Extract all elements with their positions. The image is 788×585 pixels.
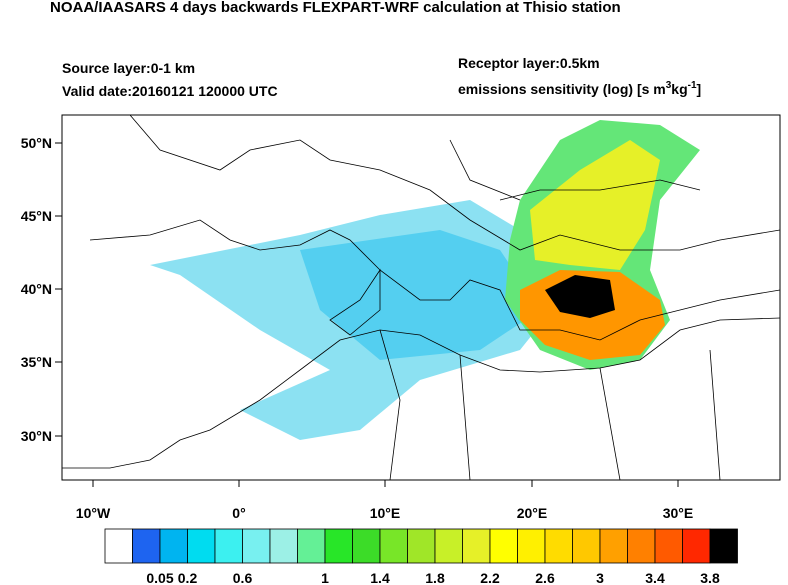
colorbar-label: 3.4 [645,570,665,585]
axes: 50°N 45°N 40°N 35°N 30°N 10°W 0° 10°E 20°E 30°E [21,135,694,521]
colorbar-swatch [242,528,271,564]
colorbar-swatch [434,528,463,564]
title: NOAA/IAASARS 4 days backwards FLEXPART-W… [50,0,621,16]
colorbar-label: 1.4 [370,570,390,585]
colorbar-swatch [709,528,738,564]
border [379,139,721,480]
map-frame [61,114,781,481]
lon-label: 10°E [370,505,401,521]
colorbar-swatch [682,528,711,564]
colorbar-swatch [462,528,491,564]
lat-label: 30°N [21,428,52,444]
coastline [62,317,780,469]
units-end: ] [697,81,702,97]
colorbar: 0.05 0.2 0.6 1 1.4 1.8 2.2 2.6 3 3.4 3.8 [104,528,738,585]
plume-high [530,140,660,270]
units: emissions sensitivity (log) [s m3kg-1] [458,80,701,97]
plume [62,115,780,480]
colorbar-swatch [654,528,683,564]
colorbar-swatch [187,528,216,564]
colorbar-swatch [627,528,656,564]
lon-label: 30°E [663,505,694,521]
map-area [61,114,781,481]
colorbar-swatch [517,528,546,564]
colorbar-swatch [544,528,573,564]
colorbar-label: 1.8 [425,570,445,585]
colorbar-label: 2.6 [535,570,555,585]
coastline [329,268,381,336]
lon-label: 0° [232,505,245,521]
colorbar-swatch [269,528,298,564]
units-text: emissions sensitivity (log) [s m [458,81,666,97]
colorbar-label: 2.2 [480,570,500,585]
colorbar-swatch [352,528,381,564]
coastline [129,115,780,251]
lat-label: 35°N [21,354,52,370]
units-sup: -1 [688,80,697,91]
lat-label: 40°N [21,281,52,297]
colorbar-label: 3 [596,570,604,585]
valid-date: Valid date:20160121 120000 UTC [62,83,278,99]
lat-label: 45°N [21,208,52,224]
colorbar-label: 0.05 [146,570,173,585]
colorbar-swatch [379,528,408,564]
colorbar-swatch [407,528,436,564]
plume-max [545,275,615,318]
colorbar-swatch [599,528,628,564]
colorbar-swatch [214,528,243,564]
colorbar-swatch [572,528,601,564]
colorbar-label: 1 [321,570,329,585]
receptor-layer: Receptor layer:0.5km [458,55,600,71]
units-mid: kg [671,81,687,97]
colorbar-label: 0.6 [233,570,253,585]
lon-label: 20°E [517,505,548,521]
colorbar-swatch [159,528,188,564]
colorbar-swatch [489,528,518,564]
lon-label: 10°W [76,505,111,521]
source-layer: Source layer:0-1 km [62,60,195,76]
units-sup: 3 [666,80,672,91]
plume-low [300,230,540,360]
colorbar-swatch [324,528,353,564]
lat-label: 50°N [21,135,52,151]
colorbar-swatch [132,528,161,564]
colorbar-label: 3.8 [700,570,720,585]
coastline [89,219,780,341]
colorbar-label: 0.2 [178,570,198,585]
colorbar-swatch [104,528,133,564]
colorbar-swatch [297,528,326,564]
